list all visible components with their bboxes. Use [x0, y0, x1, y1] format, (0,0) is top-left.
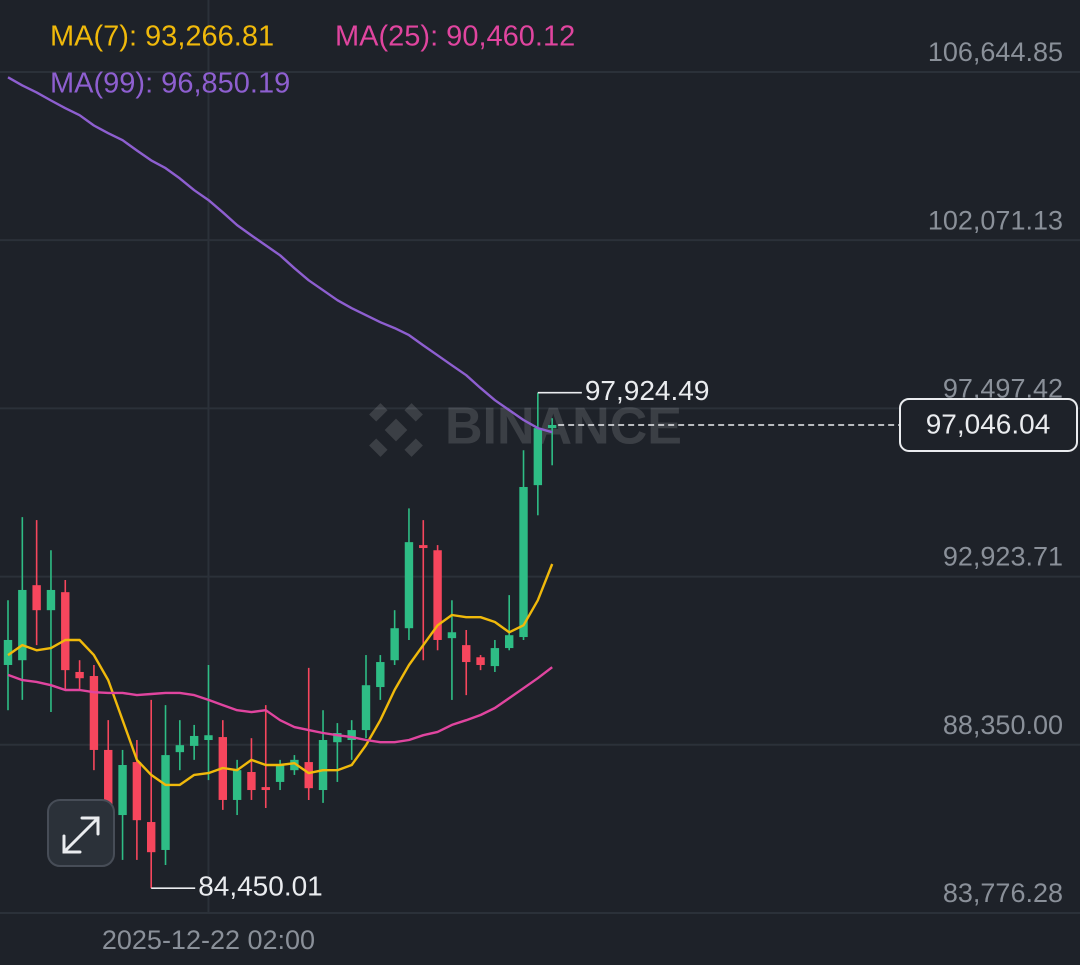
- candle-body: [132, 762, 142, 821]
- y-tick-label: 106,644.85: [928, 37, 1063, 67]
- candle-body: [247, 772, 256, 791]
- candle-body: [61, 592, 70, 671]
- candle-body: [404, 542, 414, 629]
- candle-body: [232, 770, 242, 800]
- candle-body: [175, 745, 185, 753]
- y-tick-label: 92,923.71: [943, 542, 1063, 572]
- candle-body: [490, 648, 500, 667]
- candle-body: [147, 822, 156, 853]
- candle-body: [18, 589, 27, 661]
- last-price-label: 97,046.04: [926, 408, 1051, 439]
- y-tick-label: 102,071.13: [928, 205, 1063, 235]
- y-tick-label: 83,776.28: [943, 878, 1063, 908]
- candle-body: [161, 755, 170, 850]
- candle-body: [390, 628, 399, 661]
- candle-body: [89, 676, 99, 750]
- candle-body: [433, 550, 442, 640]
- candle-body: [519, 486, 528, 638]
- low-label: 84,450.01: [198, 871, 323, 902]
- candle-body: [32, 585, 41, 611]
- candle-body: [104, 749, 113, 825]
- candle-body: [46, 589, 56, 611]
- candle-body: [476, 657, 485, 665]
- expand-button[interactable]: [47, 799, 115, 867]
- candle-body: [533, 428, 543, 486]
- ma-line: [7, 76, 553, 434]
- ma-line: [7, 666, 553, 744]
- legend-entry: MA(25): 90,460.12: [335, 21, 575, 53]
- y-tick-label: 88,350.00: [943, 710, 1063, 740]
- candle-body: [204, 735, 213, 741]
- candle-body: [261, 787, 270, 791]
- candle-body: [419, 545, 428, 549]
- plot: 83,776.2888,350.0092,923.7197,497.42102,…: [3, 21, 1078, 955]
- candle-body: [3, 639, 13, 665]
- watermark: BINANCE: [445, 398, 682, 456]
- high-label: 97,924.49: [585, 375, 710, 406]
- candle-body: [189, 735, 199, 746]
- candle-body: [318, 740, 328, 791]
- ma-line: [7, 563, 554, 787]
- candle-body: [505, 635, 514, 649]
- candle-body: [290, 759, 299, 771]
- candle-body: [275, 765, 285, 782]
- candle-body: [75, 671, 84, 679]
- candle-body: [462, 645, 471, 663]
- legend-entry: MA(99): 96,850.19: [50, 68, 290, 100]
- candle-body: [347, 730, 356, 741]
- candle-body: [361, 685, 371, 731]
- candle-body: [547, 424, 557, 429]
- candle-body: [376, 662, 385, 688]
- last-price-box: [899, 397, 1078, 452]
- candle-body: [333, 733, 342, 743]
- legend-entry: MA(7): 93,266.81: [50, 21, 274, 53]
- candle-body: [447, 632, 457, 639]
- x-tick-label: 2025-12-22 02:00: [102, 925, 315, 955]
- candle-body: [118, 765, 127, 816]
- candle-body: [304, 762, 313, 789]
